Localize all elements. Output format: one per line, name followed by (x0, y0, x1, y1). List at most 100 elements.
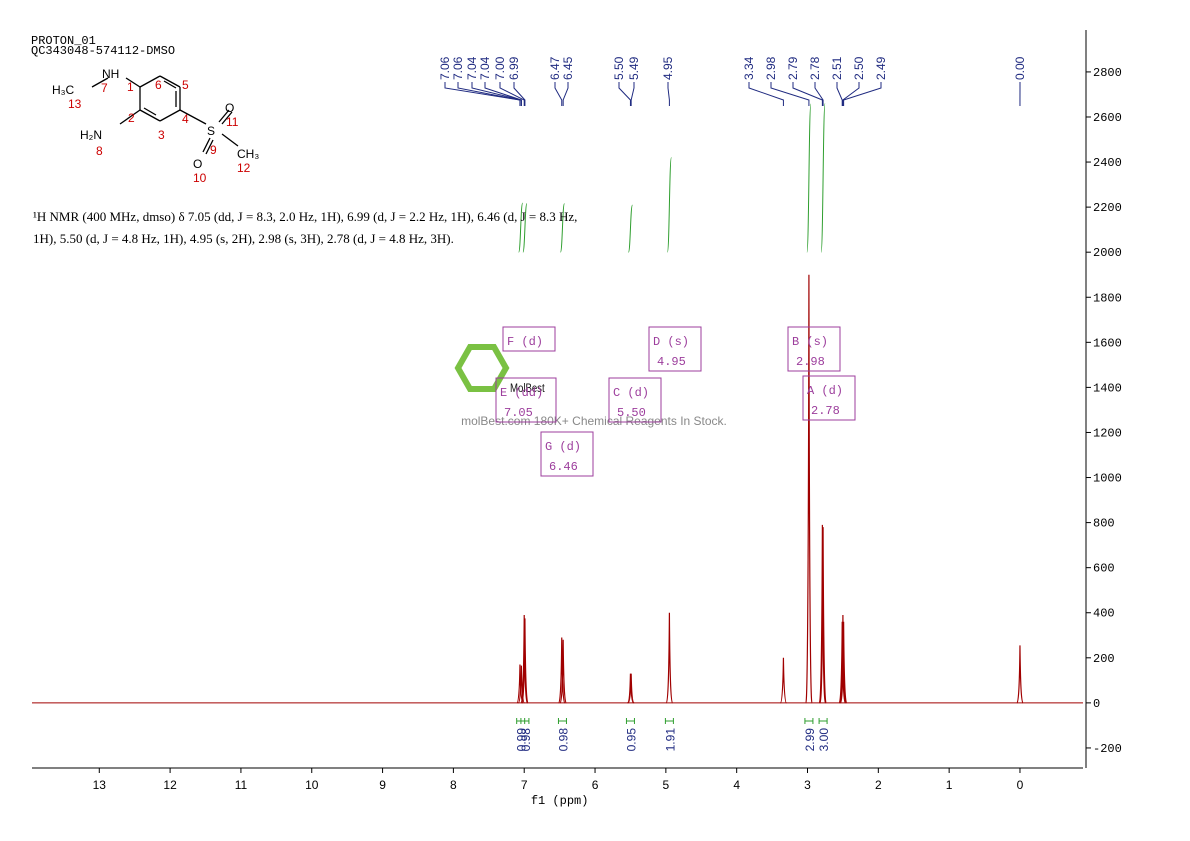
atom-label: S (207, 124, 215, 138)
peak-label: 7.04 (465, 56, 479, 80)
multiplet-shift: 6.46 (549, 460, 578, 474)
y-tick-label: 1000 (1093, 472, 1122, 486)
integral-curve (559, 203, 565, 253)
sample-name: QC343048-574112-DMSO (31, 44, 175, 58)
multiplet-shift: 5.50 (617, 406, 646, 420)
nmr-description: ¹H NMR (400 MHz, dmso) δ 7.05 (dd, J = 8… (33, 209, 578, 246)
peak-connector (843, 82, 882, 106)
y-tick-label: 400 (1093, 607, 1115, 621)
integral-curve (522, 203, 528, 253)
y-tick-label: 1600 (1093, 336, 1122, 350)
integral-bracket (625, 718, 635, 724)
peak (627, 673, 635, 704)
header-title: PROTON_01 (31, 34, 96, 48)
atom-label: 6 (155, 78, 162, 92)
atom-label: 5 (182, 78, 189, 92)
y-tick-label: 2600 (1093, 111, 1122, 125)
multiplet-shift: 2.98 (796, 355, 825, 369)
y-tick-label: 1200 (1093, 426, 1122, 440)
y-tick-label: 2400 (1093, 156, 1122, 170)
watermark-icon (454, 344, 510, 392)
integral-label: 0.99 (515, 728, 529, 752)
x-tick-label: 0 (1017, 778, 1024, 792)
y-tick-label: 1400 (1093, 381, 1122, 395)
peak-connector (770, 82, 810, 106)
atom-label: 8 (96, 144, 103, 158)
integral-label: 2.99 (803, 728, 817, 752)
multiplet-shift: 2.78 (811, 404, 840, 418)
x-tick-label: 8 (450, 778, 457, 792)
multiplet-box (608, 377, 662, 423)
atom-label: O (225, 101, 234, 115)
peak-connector (513, 82, 526, 106)
integral-curve (666, 156, 672, 253)
peak-label: 3.34 (742, 56, 756, 80)
y-tick-label: 800 (1093, 517, 1115, 531)
atom-label: 11 (226, 115, 239, 129)
x-axis-label: f1 (ppm) (531, 794, 589, 808)
y-tick-label: 1800 (1093, 291, 1122, 305)
atom-label: CH₃ (237, 147, 259, 161)
peak-label: 7.00 (493, 56, 507, 80)
peak-label: 2.78 (808, 56, 822, 80)
peak-label: 2.50 (852, 56, 866, 80)
integral-bracket (664, 718, 674, 724)
peak (818, 524, 826, 704)
integral-curve (627, 204, 633, 253)
x-tick-label: 13 (93, 778, 107, 792)
atom-label: 3 (158, 128, 165, 142)
watermark-logo: MolBest (510, 382, 545, 395)
y-tick-label: -200 (1093, 742, 1122, 756)
multiplet-label: B (s) (792, 335, 828, 349)
atom-label: 7 (101, 81, 108, 95)
peak-connector (457, 82, 521, 106)
integral-label: 1.91 (663, 728, 677, 752)
integral-bracket (818, 718, 828, 724)
multiplet-label: F (d) (507, 335, 543, 349)
atom-label: 4 (182, 112, 189, 126)
peak-label: 6.47 (548, 56, 562, 80)
peak-label: 6.99 (507, 56, 521, 80)
peak (840, 621, 848, 704)
structure-bonds (91, 75, 239, 155)
peak (805, 274, 813, 704)
integral-curve (806, 103, 812, 253)
multiplet-label: C (d) (613, 386, 649, 400)
peak-connector (444, 82, 521, 106)
peak-connector (554, 82, 563, 106)
x-tick-label: 9 (379, 778, 386, 792)
multiplet-label: D (s) (653, 335, 689, 349)
peak-label: 0.00 (1013, 56, 1027, 80)
peak-connector (836, 82, 843, 106)
atom-label: NH (102, 67, 119, 81)
integral-label: 0.98 (519, 728, 533, 752)
y-tick-label: 2800 (1093, 66, 1122, 80)
x-tick-label: 11 (235, 778, 248, 792)
multiplet-box (648, 326, 702, 372)
x-tick-label: 4 (733, 778, 740, 792)
peak (838, 621, 846, 704)
x-tick-label: 7 (521, 778, 528, 792)
peak-connector (562, 82, 569, 106)
x-tick-label: 5 (663, 778, 670, 792)
integral-curve (820, 102, 826, 253)
peak-connector (499, 82, 525, 106)
y-tick-label: 2000 (1093, 246, 1122, 260)
integral-label: 0.98 (556, 728, 570, 752)
atom-label: H₂N (80, 128, 102, 142)
peak-label: 5.50 (612, 56, 626, 80)
integral-bracket (520, 718, 530, 724)
atom-label: O (193, 157, 202, 171)
y-tick-label: 600 (1093, 562, 1115, 576)
atom-label: 9 (210, 143, 217, 157)
atom-label: 1 (127, 80, 134, 94)
peak-label: 2.49 (874, 56, 888, 80)
peak (1016, 645, 1024, 704)
watermark-tagline: molBest.com 180K+ Chemical Reagents In S… (461, 414, 727, 428)
peak (558, 637, 566, 704)
multiplet-label: G (d) (545, 440, 581, 454)
x-tick-label: 10 (305, 778, 319, 792)
